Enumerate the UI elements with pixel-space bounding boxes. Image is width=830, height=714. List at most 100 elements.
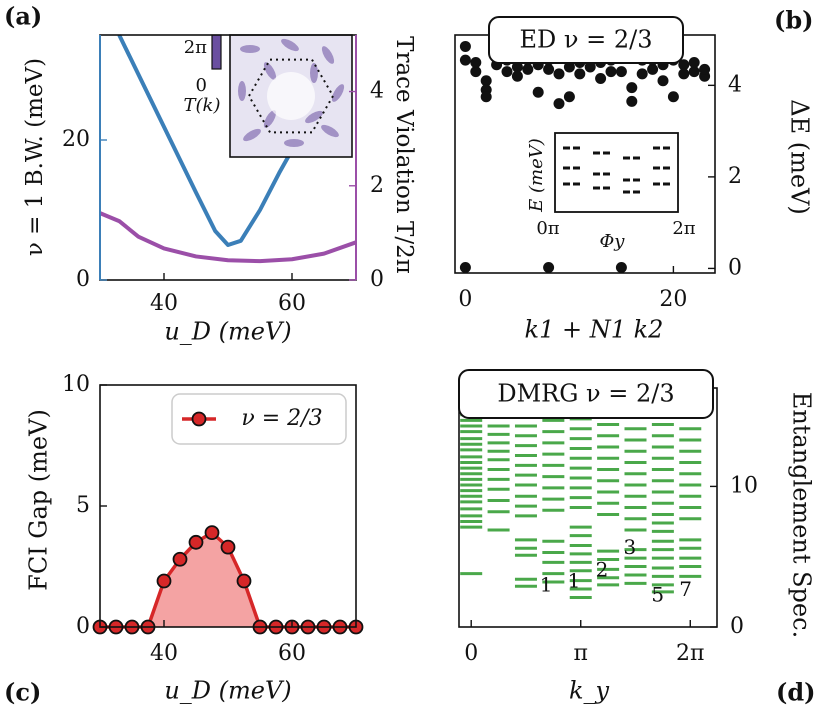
chart-title: DMRG ν = 2/3 bbox=[497, 380, 674, 408]
y-tick-label: 4 bbox=[728, 72, 742, 97]
level-count-label: 3 bbox=[623, 535, 636, 559]
inset-feature bbox=[243, 128, 261, 142]
x-tick-label: 0 bbox=[458, 287, 472, 312]
spectrum-point bbox=[459, 40, 471, 52]
colorbar-bottom-label: 0 bbox=[196, 75, 207, 96]
spectrum-point bbox=[563, 91, 575, 103]
level-count-label: 5 bbox=[651, 583, 664, 607]
spectrum-point bbox=[678, 59, 690, 71]
panel-c: 40 60 0 5 10 ν = 2/3 u_D (meV) FCI Gap (meV) bbox=[25, 372, 364, 705]
spectrum-point bbox=[532, 86, 544, 98]
inset-feature bbox=[321, 124, 339, 138]
level-count-label: 7 bbox=[679, 577, 692, 601]
x-tick-label: π bbox=[573, 641, 587, 666]
x-tick-label: 0 bbox=[464, 641, 478, 666]
spectrum-point bbox=[615, 66, 627, 78]
spectrum-point bbox=[605, 66, 617, 78]
spectrum-point bbox=[470, 66, 482, 78]
gap-marker bbox=[204, 525, 220, 541]
inset-feature bbox=[281, 38, 299, 52]
spectrum-point bbox=[667, 91, 679, 103]
legend-marker bbox=[191, 411, 207, 427]
trace-violation-line bbox=[99, 211, 357, 264]
inset-center bbox=[267, 72, 315, 120]
y-axis-label: ΔE (meV) bbox=[786, 99, 814, 215]
brillouin-zone-hexagon bbox=[247, 58, 335, 134]
y-left-tick-label: 20 bbox=[62, 127, 90, 152]
flux-inset bbox=[554, 132, 679, 213]
spectrum-point bbox=[553, 98, 565, 110]
spectrum-point bbox=[574, 68, 586, 80]
level-count-label: 1 bbox=[540, 573, 553, 597]
y-tick-label: 0 bbox=[76, 614, 90, 639]
inset-feature bbox=[263, 110, 277, 128]
colorbar-name: T(k) bbox=[184, 95, 221, 116]
y-tick-label: 0 bbox=[730, 614, 744, 639]
spectrum-point bbox=[657, 75, 669, 87]
colorbar bbox=[211, 34, 222, 70]
spectrum-point bbox=[522, 63, 534, 75]
panel-label-a: (a) bbox=[4, 2, 42, 31]
inset-feature bbox=[284, 139, 304, 147]
gap-area bbox=[100, 532, 356, 627]
inset-feature bbox=[263, 62, 277, 80]
x-tick-label: 20 bbox=[659, 287, 687, 312]
inset-x-label: Φy bbox=[600, 231, 626, 252]
gap-marker bbox=[236, 573, 252, 589]
spectrum-point bbox=[688, 56, 700, 68]
inset-x-tick-left: 0π bbox=[536, 218, 559, 239]
spectrum-point bbox=[543, 63, 555, 75]
spectrum-point bbox=[615, 262, 627, 274]
x-tick-label: 60 bbox=[278, 291, 306, 316]
y-right-tick-label: 2 bbox=[370, 173, 384, 198]
y-tick-label: 10 bbox=[62, 372, 90, 397]
legend-label: ν = 2/3 bbox=[241, 406, 322, 431]
spectrum-point bbox=[626, 82, 638, 94]
spectrum-point bbox=[470, 56, 482, 68]
colorbar-top-label: 2π bbox=[184, 37, 207, 58]
bandwidth-line bbox=[117, 34, 320, 247]
inset-feature bbox=[238, 81, 246, 101]
panel-label-c: (c) bbox=[4, 678, 41, 707]
panel-b: 0 20 0 2 4 ED ν = 2/3 E (meV) 0π 2π Φy k1 + N1 k2 Δ… bbox=[454, 16, 814, 344]
spectrum-point bbox=[595, 72, 607, 84]
x-axis-label: u_D (meV) bbox=[164, 677, 291, 705]
y-left-tick-label: 0 bbox=[76, 267, 90, 292]
y-tick-label: 2 bbox=[728, 164, 742, 189]
panel-label-d: (d) bbox=[776, 678, 816, 707]
spectrum-point bbox=[480, 75, 492, 87]
x-axis-label: k_y bbox=[569, 677, 610, 705]
inset-x-tick-right: 2π bbox=[672, 218, 695, 239]
x-tick-label: 60 bbox=[278, 641, 306, 666]
inset-feature bbox=[305, 110, 323, 124]
inset-feature bbox=[310, 63, 318, 83]
y-tick-label: 5 bbox=[76, 493, 90, 518]
inset-feature bbox=[321, 46, 335, 64]
y-right-axis-label: Trace Violation T/2π bbox=[391, 36, 417, 274]
gap-marker bbox=[172, 551, 188, 567]
spectrum-point bbox=[459, 54, 471, 66]
level-count-label: 1 bbox=[568, 569, 581, 593]
x-tick-label: 2π bbox=[676, 641, 704, 666]
x-axis-label: k1 + N1 k2 bbox=[525, 316, 664, 344]
spectrum-point bbox=[511, 70, 523, 82]
spectrum-point bbox=[636, 68, 648, 80]
x-tick-label: 40 bbox=[150, 641, 178, 666]
spectrum-point bbox=[678, 68, 690, 80]
spectrum-point bbox=[563, 61, 575, 73]
x-tick-label: 40 bbox=[150, 291, 178, 316]
spectrum-point bbox=[511, 61, 523, 73]
spectrum-point bbox=[553, 68, 565, 80]
spectrum-point bbox=[647, 63, 659, 75]
y-tick-label: 10 bbox=[730, 473, 758, 498]
y-right-tick-label: 0 bbox=[370, 267, 384, 292]
y-axis-label: Entanglement Spec. bbox=[788, 392, 816, 638]
title-box bbox=[488, 16, 684, 64]
level-count-label: 2 bbox=[596, 557, 609, 581]
y-tick-label: 0 bbox=[728, 255, 742, 280]
title-box bbox=[458, 369, 714, 419]
inset-feature bbox=[331, 84, 345, 102]
